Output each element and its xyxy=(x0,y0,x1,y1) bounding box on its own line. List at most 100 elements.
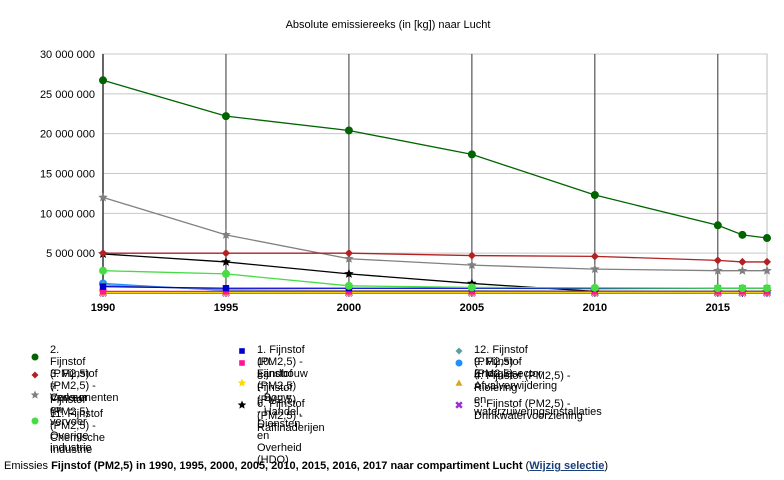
legend-label: 11. Fijnstof (PM2,5) - Chemische Industri… xyxy=(50,408,105,456)
legend-item[interactable]: 6. Fijnstof (PM2,5) - Raffinaderijen xyxy=(235,398,325,434)
legend-item[interactable]: 3. Fijnstof (PM2,5) - Consumenten xyxy=(28,368,119,404)
x-tick-label: 2015 xyxy=(706,302,730,314)
data-point xyxy=(344,268,354,278)
legend-label: 12. Fijnstof (PM2,5) - Energiesector xyxy=(474,344,542,380)
legend-item[interactable]: 11. Fijnstof (PM2,5) - Chemische Industri… xyxy=(28,408,105,456)
caption-paren-open: ( xyxy=(522,460,530,472)
data-point xyxy=(221,269,230,278)
legend-label: 5. Fijnstof (PM2,5) - Drinkwatervoorzien… xyxy=(474,398,583,422)
caption-compartment: Lucht xyxy=(492,460,523,472)
legend-label-line: en waterzuiveringsinstallaties xyxy=(474,394,602,418)
legend-item[interactable]: 2. Fijnstof (PM2,5) - Verkeer en vervoer xyxy=(28,344,89,428)
legend-marker-shape xyxy=(237,378,247,387)
caption: Emissies Fijnstof (PM2,5) in 1990, 1995,… xyxy=(4,460,608,472)
data-point xyxy=(737,265,748,275)
series-line xyxy=(103,252,767,263)
circle-icon xyxy=(31,417,39,425)
data-point xyxy=(738,230,747,239)
change-selection-link[interactable]: Wijzig selectie xyxy=(529,460,605,472)
data-point xyxy=(590,191,599,200)
data-point xyxy=(221,249,230,258)
x-tick-label: 1995 xyxy=(214,302,238,314)
x-tick-label: 2005 xyxy=(460,302,484,314)
series-3 xyxy=(98,192,772,275)
data-point xyxy=(590,283,599,292)
legend-item[interactable]: 10. Fijnstof (PM2,5) - Bouw xyxy=(235,356,296,404)
data-point xyxy=(763,257,771,266)
star-icon xyxy=(237,400,247,409)
legend-item[interactable]: 5. Fijnstof (PM2,5) - Drinkwatervoorzien… xyxy=(452,398,583,422)
grid xyxy=(102,53,768,294)
legend-label: 9. Fijnstof (PM2,5) - Afvalverwijdering xyxy=(474,356,557,392)
legend-item[interactable]: 1. Fijnstof (PM2,5) - Landbouw xyxy=(235,344,308,380)
legend-label: 2. Fijnstof (PM2,5) - Verkeer en vervoer xyxy=(50,344,89,428)
data-point xyxy=(467,283,476,292)
legend-marker-shape xyxy=(455,379,463,386)
data-point xyxy=(344,281,353,290)
data-point xyxy=(713,265,723,275)
diamond-icon xyxy=(455,347,463,355)
data-point xyxy=(738,257,747,266)
data-point xyxy=(590,264,600,274)
star-icon xyxy=(30,390,40,399)
legend-label: 6. Fijnstof (PM2,5) - Raffinaderijen xyxy=(257,398,325,434)
legend-label-line: 11. Fijnstof (PM2,5) - Chemische xyxy=(50,408,106,444)
circle-icon xyxy=(31,353,39,361)
data-point xyxy=(738,284,747,293)
legend-label: 4. Fijnstof (PM2,5) - Riolering en waterz… xyxy=(474,370,602,418)
data-point xyxy=(713,256,722,265)
caption-middle: in 1990, 1995, 2000, 2005, 2010, 2015, 2… xyxy=(132,460,493,472)
series-1 xyxy=(99,76,771,243)
legend-marker-shape xyxy=(237,400,247,409)
chart: Absolute emissiereeks (in [kg]) naar Luc… xyxy=(40,19,772,314)
x-tick-label: 1990 xyxy=(91,302,115,314)
y-tick-label: 5 000 000 xyxy=(46,248,95,260)
legend-marker-shape xyxy=(239,360,245,366)
data-point xyxy=(762,265,772,275)
data-point xyxy=(221,112,230,121)
data-point xyxy=(99,249,107,258)
data-point xyxy=(713,221,722,230)
diamond-icon xyxy=(31,371,39,379)
caption-prefix: Emissies xyxy=(4,460,52,472)
legend-label-line: 2. Fijnstof (PM2,5) - Verkeer xyxy=(50,344,90,404)
series-2 xyxy=(99,249,771,266)
legend-label-line: industrie xyxy=(50,442,92,454)
legend-marker-shape xyxy=(455,401,463,409)
legend-item[interactable]: 8. Fijnstof (PM2,5) - Handel, Diensten en… xyxy=(235,370,302,466)
y-tick-label: 10 000 000 xyxy=(40,208,95,220)
y-tick-label: 30 000 000 xyxy=(40,49,95,61)
legend-label-line: en vervoer xyxy=(50,404,87,428)
legend-label: 8. Fijnstof (PM2,5) - Handel, Diensten en… xyxy=(257,370,302,466)
square-icon xyxy=(239,360,245,366)
legend-item[interactable]: 7. Fijnstof (PM2,5) - Overige industrie xyxy=(28,382,92,454)
legend-marker-shape xyxy=(455,347,463,355)
legend-marker-shape xyxy=(30,390,40,399)
legend-marker-shape xyxy=(31,371,39,379)
cross-icon xyxy=(455,401,463,409)
data-point xyxy=(590,252,599,261)
legend-marker-shape xyxy=(31,353,39,361)
caption-paren-close: ) xyxy=(604,460,608,472)
series-line xyxy=(102,196,767,272)
chart-title: Absolute emissiereeks (in [kg]) naar Luc… xyxy=(286,19,491,31)
legend-marker-shape xyxy=(239,348,245,354)
legend-label: 1. Fijnstof (PM2,5) - Landbouw xyxy=(257,344,308,380)
legend-item[interactable]: 12. Fijnstof (PM2,5) - Energiesector xyxy=(452,344,542,380)
series-line xyxy=(102,79,768,239)
data-point xyxy=(344,253,354,263)
data-point xyxy=(98,192,108,202)
data-point xyxy=(99,76,107,85)
legend-marker-shape xyxy=(455,359,463,367)
legend-item[interactable]: 9. Fijnstof (PM2,5) - Afvalverwijdering xyxy=(452,356,557,392)
legend-item[interactable]: 4. Fijnstof (PM2,5) - Riolering en waterz… xyxy=(452,370,602,418)
series-4 xyxy=(99,266,771,293)
legend-label-line: 10. Fijnstof (PM2,5) - Bouw xyxy=(257,356,297,404)
legend-label-line: Diensten en Overheid (HDO) xyxy=(257,418,302,466)
legend-label-line: 9. Fijnstof (PM2,5) - Afvalverwijdering xyxy=(474,356,558,392)
x-tick-label: 2010 xyxy=(583,302,607,314)
legend-label-line: 6. Fijnstof (PM2,5) - Raffinaderijen xyxy=(257,398,325,434)
data-point xyxy=(763,234,771,243)
data-point xyxy=(467,260,477,270)
data-point xyxy=(222,285,230,292)
